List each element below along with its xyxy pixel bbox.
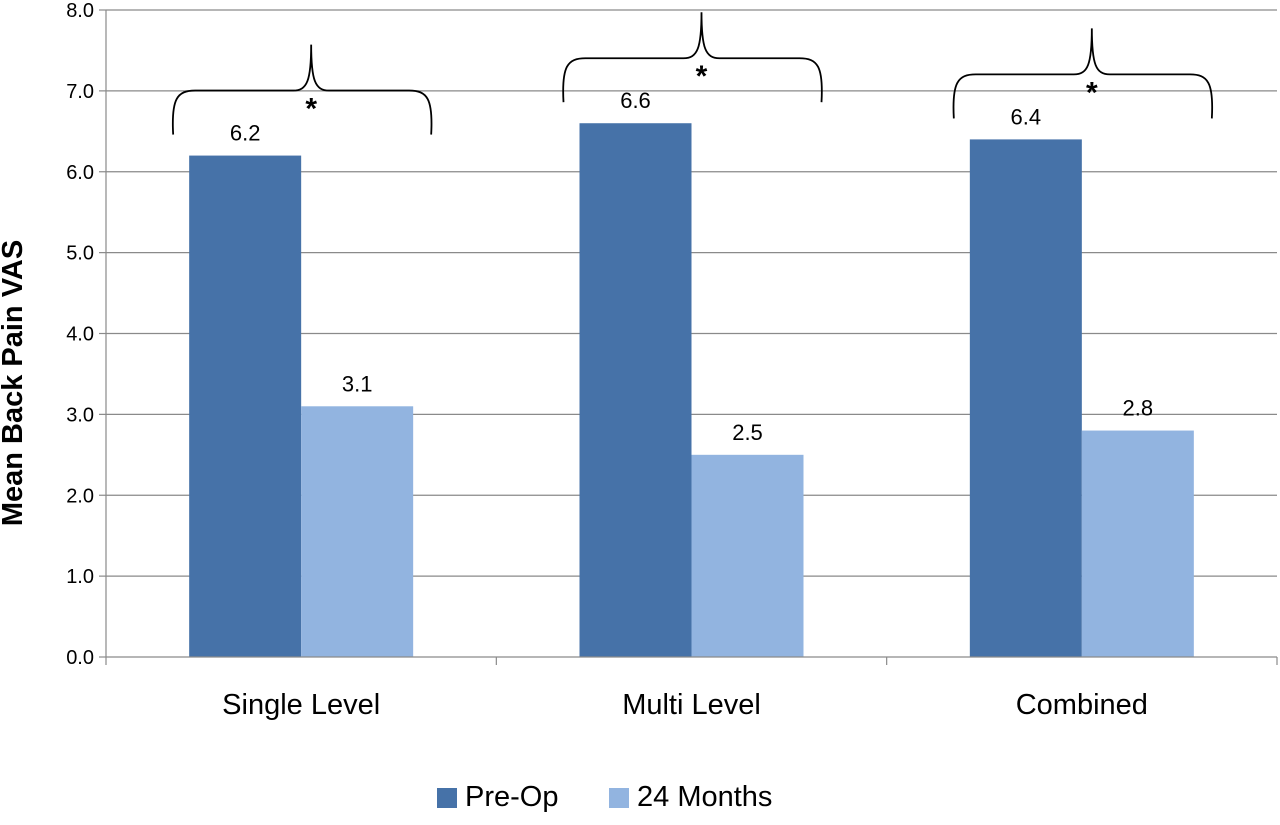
bar-pre-op bbox=[189, 155, 302, 657]
y-tick-label: 2.0 bbox=[66, 485, 94, 507]
bar-24-months bbox=[301, 406, 414, 657]
axes bbox=[99, 9, 1278, 665]
data-label: 6.6 bbox=[620, 88, 651, 113]
data-label: 3.1 bbox=[342, 371, 373, 396]
labels: 0.0 1.0 2.0 3.0 4.0 5.0 6.0 7.0 8.0 Single Level 6… bbox=[66, 0, 1153, 721]
significance-brackets: * * * bbox=[171, 12, 1214, 135]
data-label: 6.4 bbox=[1011, 104, 1042, 129]
legend-label: 24 Months bbox=[637, 781, 772, 813]
significance-star: * bbox=[305, 93, 317, 126]
legend-swatch bbox=[609, 788, 629, 808]
legend-swatch bbox=[437, 788, 457, 808]
legend: Pre-Op 24 Months bbox=[437, 781, 772, 813]
y-tick-label: 8.0 bbox=[66, 0, 94, 22]
x-category-label: Single Level bbox=[222, 689, 380, 721]
x-category-label: Combined bbox=[1016, 689, 1148, 721]
significance-star: * bbox=[1086, 76, 1098, 109]
significance-bracket bbox=[562, 12, 823, 103]
bars bbox=[189, 123, 1194, 658]
significance-star: * bbox=[696, 60, 708, 93]
y-tick-label: 7.0 bbox=[66, 81, 94, 103]
bar-24-months bbox=[1081, 430, 1194, 657]
significance-bracket bbox=[171, 44, 433, 135]
y-tick-label: 6.0 bbox=[66, 162, 94, 184]
y-tick-label: 4.0 bbox=[66, 324, 94, 346]
data-label: 2.5 bbox=[732, 420, 763, 445]
legend-label: Pre-Op bbox=[465, 781, 558, 813]
bar-24-months bbox=[691, 454, 804, 657]
y-tick-label: 5.0 bbox=[66, 243, 94, 265]
bar-pre-op bbox=[969, 139, 1082, 657]
y-axis-title: Mean Back Pain VAS bbox=[0, 240, 29, 526]
significance-bracket bbox=[952, 28, 1214, 119]
x-category-label: Multi Level bbox=[622, 689, 761, 721]
y-tick-label: 0.0 bbox=[66, 647, 94, 669]
data-label: 6.2 bbox=[230, 121, 261, 146]
y-tick-label: 3.0 bbox=[66, 404, 94, 426]
data-label: 2.8 bbox=[1123, 396, 1154, 421]
y-tick-label: 1.0 bbox=[66, 566, 94, 588]
bar-pre-op bbox=[579, 123, 692, 658]
